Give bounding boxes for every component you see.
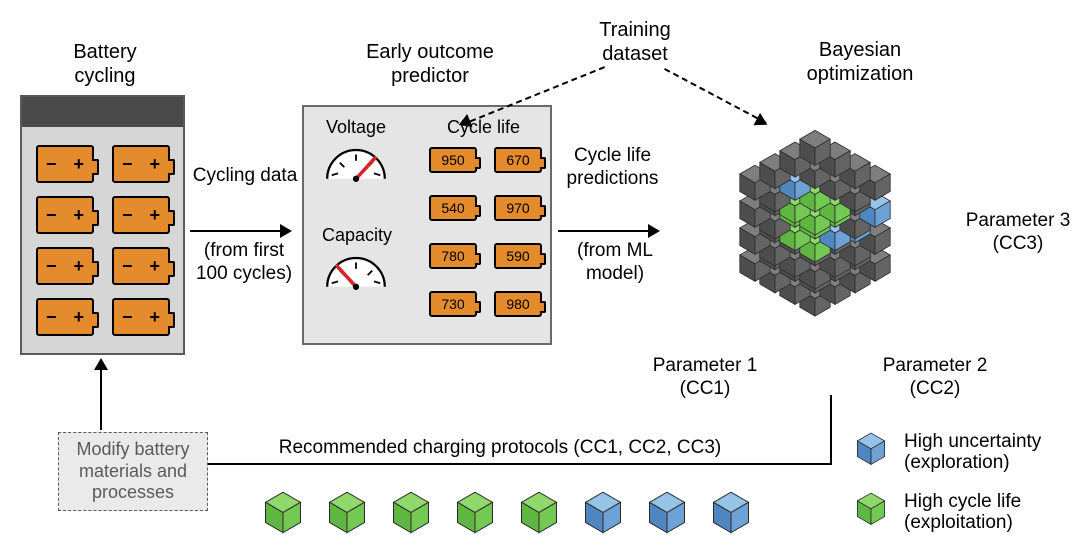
cycle-life-value: 980 bbox=[494, 291, 542, 317]
blue-cube-icon bbox=[706, 490, 756, 545]
battery-icon: −+ bbox=[36, 247, 94, 285]
green-cube-icon bbox=[322, 490, 372, 545]
battery-icon: −+ bbox=[36, 196, 94, 234]
cycle-life-value: 540 bbox=[429, 195, 477, 221]
arrow1-label2: (from first 100 cycles) bbox=[188, 240, 300, 286]
param1-label: Parameter 1 (CC1) bbox=[640, 355, 770, 401]
cycle-life-value: 670 bbox=[494, 147, 542, 173]
voltage-label: Voltage bbox=[326, 117, 386, 138]
legend-green-text: High cycle life (exploitation) bbox=[904, 492, 1080, 534]
cycling-panel: −+ −+ −+ −+ −+ −+ −+ −+ bbox=[20, 95, 185, 355]
predictor-panel: Voltage Capacity Cycle life 950670540970… bbox=[302, 105, 552, 345]
feedback-label: Recommended charging protocols (CC1, CC2… bbox=[235, 437, 765, 460]
blue-cube-icon bbox=[642, 490, 692, 545]
arrow-predictor-to-bayes bbox=[558, 230, 658, 232]
cycle-life-value: 970 bbox=[494, 195, 542, 221]
battery-grid: −+ −+ −+ −+ −+ −+ −+ −+ bbox=[22, 127, 183, 357]
training-title: Training dataset bbox=[580, 18, 690, 66]
capacity-gauge-icon bbox=[316, 249, 396, 294]
predictor-title: Early outcome predictor bbox=[350, 40, 510, 88]
battery-icon: −+ bbox=[36, 298, 94, 336]
blue-cube-icon bbox=[850, 430, 892, 476]
battery-icon: −+ bbox=[112, 247, 170, 285]
green-cube-icon bbox=[514, 490, 564, 545]
feedback-line bbox=[830, 395, 832, 465]
battery-icon: −+ bbox=[112, 196, 170, 234]
green-cube-icon bbox=[850, 490, 892, 536]
blue-cube-icon bbox=[578, 490, 628, 545]
green-cube-icon bbox=[386, 490, 436, 545]
cycle-life-value: 780 bbox=[429, 243, 477, 269]
cycling-panel-header bbox=[22, 97, 183, 127]
legend-blue-text: High uncertainty (exploration) bbox=[904, 432, 1080, 474]
recommended-cube-row bbox=[258, 490, 756, 545]
cycling-title: Battery cycling bbox=[50, 40, 160, 88]
feedback-arrow-up bbox=[100, 360, 102, 430]
battery-icon: −+ bbox=[36, 145, 94, 183]
voltage-gauge-icon bbox=[316, 141, 396, 186]
cycle-life-value: 950 bbox=[429, 147, 477, 173]
modify-box: Modify battery materials and processes bbox=[58, 432, 208, 511]
arrow-cycling-to-predictor bbox=[190, 230, 290, 232]
feedback-line bbox=[101, 463, 832, 465]
cycle-life-value: 590 bbox=[494, 243, 542, 269]
param3-label: Parameter 3 (CC3) bbox=[958, 210, 1078, 256]
bayesian-cube-diagram bbox=[650, 88, 980, 388]
green-cube-icon bbox=[258, 490, 308, 545]
legend-green: High cycle life (exploitation) bbox=[850, 490, 1080, 536]
param2-label: Parameter 2 (CC2) bbox=[870, 355, 1000, 401]
legend-blue: High uncertainty (exploration) bbox=[850, 430, 1080, 476]
bayes-title: Bayesian optimization bbox=[780, 38, 940, 86]
battery-icon: −+ bbox=[112, 145, 170, 183]
capacity-label: Capacity bbox=[322, 225, 392, 246]
battery-icon: −+ bbox=[112, 298, 170, 336]
green-cube-icon bbox=[450, 490, 500, 545]
arrow1-label: Cycling data bbox=[190, 165, 300, 188]
cycle-life-value: 730 bbox=[429, 291, 477, 317]
